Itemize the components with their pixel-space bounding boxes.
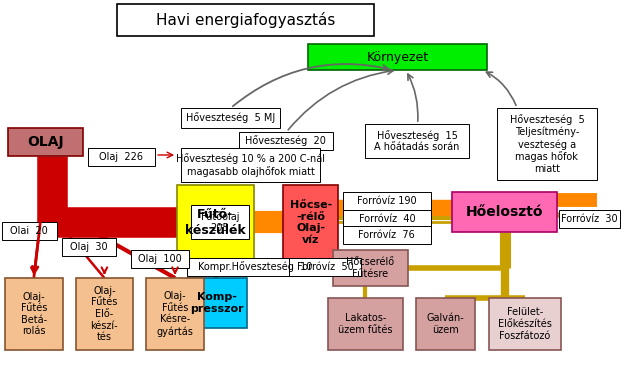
Bar (146, 278, 204, 350)
Bar (343, 226, 431, 244)
Text: Fűtőolaj
205: Fűtőolaj 205 (201, 211, 239, 233)
Bar (5, 278, 62, 350)
Text: Fűtő-
készülék: Fűtő- készülék (185, 208, 246, 236)
Bar (181, 108, 281, 128)
Text: Forróvíz  76: Forróvíz 76 (359, 230, 415, 240)
Text: Hőveszteség  5 MJ: Hőveszteség 5 MJ (186, 112, 276, 124)
Bar (343, 210, 431, 228)
Text: Lakatos-
üzem fűtés: Lakatos- üzem fűtés (338, 313, 392, 335)
Text: Felület-
Előkészítés
Foszfátozó: Felület- Előkészítés Foszfátozó (498, 307, 552, 340)
Text: Komp-
presszor: Komp- presszor (190, 292, 244, 314)
Text: Olai  20: Olai 20 (11, 226, 48, 236)
Bar (118, 4, 374, 36)
Bar (308, 44, 488, 70)
Bar (489, 298, 561, 350)
Text: OLAJ: OLAJ (27, 135, 64, 149)
Text: Hőveszteség 10 % a 200 C-nál
magasabb olajhőfok miatt: Hőveszteség 10 % a 200 C-nál magasabb ol… (176, 153, 325, 177)
Bar (328, 298, 402, 350)
Text: Forróvíz  40: Forróvíz 40 (359, 214, 415, 224)
Bar (88, 148, 155, 166)
Bar (187, 258, 324, 276)
Text: Kompr.Hőveszteség  10: Kompr.Hőveszteség 10 (198, 262, 312, 273)
Bar (177, 185, 254, 260)
Bar (289, 258, 361, 276)
Text: Hőveszteség  20: Hőveszteség 20 (246, 135, 326, 147)
Text: Olaj  100: Olaj 100 (138, 254, 182, 264)
Bar (191, 205, 249, 239)
Text: Hőcserélő
Fűtésre: Hőcserélő Fűtésre (346, 257, 394, 279)
Bar (131, 250, 189, 268)
Text: Forróvíz  50: Forróvíz 50 (297, 262, 354, 272)
Text: Forróvíz  30: Forróvíz 30 (561, 214, 618, 224)
Bar (2, 222, 57, 240)
Text: Olaj-
Fűtés
Elő-
készí-
tés: Olaj- Fűtés Elő- készí- tés (91, 286, 118, 342)
Bar (62, 238, 116, 256)
Text: Hőcse-
-rélő
Olaj-
víz: Hőcse- -rélő Olaj- víz (289, 200, 332, 245)
Text: Galván-
üzem: Galván- üzem (427, 313, 464, 335)
Text: Olaj  226: Olaj 226 (99, 152, 143, 162)
Bar (8, 128, 82, 156)
Text: Hőelosztó: Hőelosztó (466, 205, 543, 219)
Text: Hőveszteség  15
A hőátadás során: Hőveszteség 15 A hőátadás során (374, 130, 460, 152)
Bar (181, 148, 320, 182)
Text: Havi energiafogyasztás: Havi energiafogyasztás (156, 12, 335, 28)
Bar (559, 210, 621, 228)
Bar (76, 278, 133, 350)
Text: Környezet: Környezet (367, 51, 429, 63)
Bar (365, 124, 469, 158)
Bar (239, 132, 333, 150)
Bar (283, 185, 338, 260)
Bar (498, 108, 597, 180)
Text: Olaj-
Fűtés
Betá-
rolás: Olaj- Fűtés Betá- rolás (21, 291, 47, 336)
Bar (343, 192, 431, 210)
Bar (187, 278, 247, 328)
Bar (452, 192, 557, 232)
Text: Olaj  30: Olaj 30 (70, 242, 108, 252)
Bar (416, 298, 476, 350)
Bar (333, 250, 408, 286)
Text: Hőveszteség  5
Teljesítmény-
veszteség a
magas hőfok
miatt: Hőveszteség 5 Teljesítmény- veszteség a … (509, 114, 584, 174)
Text: Forróvíz 190: Forróvíz 190 (357, 196, 417, 206)
Text: Olaj-
Fűtés
Késre-
gyártás: Olaj- Fűtés Késre- gyártás (157, 291, 194, 337)
